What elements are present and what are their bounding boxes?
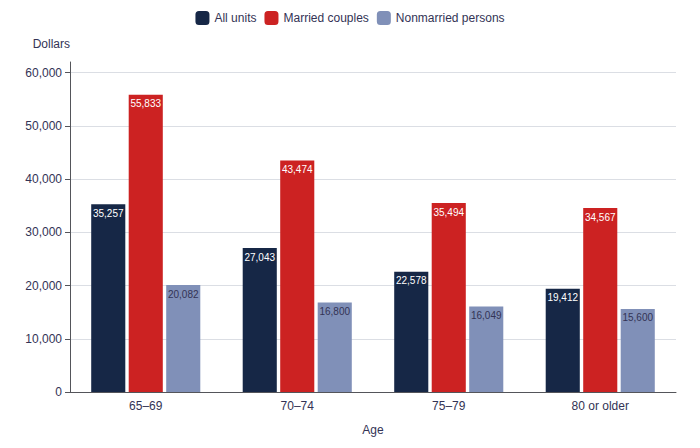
svg-text:15,600: 15,600 — [622, 312, 653, 323]
svg-text:22,578: 22,578 — [396, 275, 427, 286]
svg-text:All units: All units — [214, 11, 256, 25]
svg-text:16,800: 16,800 — [319, 306, 350, 317]
svg-text:70–74: 70–74 — [281, 399, 315, 413]
svg-text:16,049: 16,049 — [471, 310, 502, 321]
svg-text:30,000: 30,000 — [25, 225, 62, 239]
svg-text:20,000: 20,000 — [25, 279, 62, 293]
svg-text:19,412: 19,412 — [547, 292, 578, 303]
svg-text:50,000: 50,000 — [25, 119, 62, 133]
svg-text:Age: Age — [362, 423, 384, 437]
svg-text:0: 0 — [55, 385, 62, 399]
svg-text:60,000: 60,000 — [25, 66, 62, 80]
svg-text:55,833: 55,833 — [130, 98, 161, 109]
svg-text:65–69: 65–69 — [129, 399, 163, 413]
svg-text:40,000: 40,000 — [25, 172, 62, 186]
svg-text:80 or older: 80 or older — [572, 399, 629, 413]
svg-text:43,474: 43,474 — [282, 164, 313, 175]
svg-text:20,082: 20,082 — [168, 289, 199, 300]
svg-text:Married couples: Married couples — [283, 11, 368, 25]
svg-text:35,257: 35,257 — [93, 208, 124, 219]
svg-text:34,567: 34,567 — [585, 212, 616, 223]
svg-text:27,043: 27,043 — [244, 252, 275, 263]
svg-text:Dollars: Dollars — [33, 37, 70, 51]
svg-text:10,000: 10,000 — [25, 332, 62, 346]
svg-text:35,494: 35,494 — [433, 207, 464, 218]
svg-text:Nonmarried persons: Nonmarried persons — [396, 11, 505, 25]
svg-text:75–79: 75–79 — [432, 399, 466, 413]
